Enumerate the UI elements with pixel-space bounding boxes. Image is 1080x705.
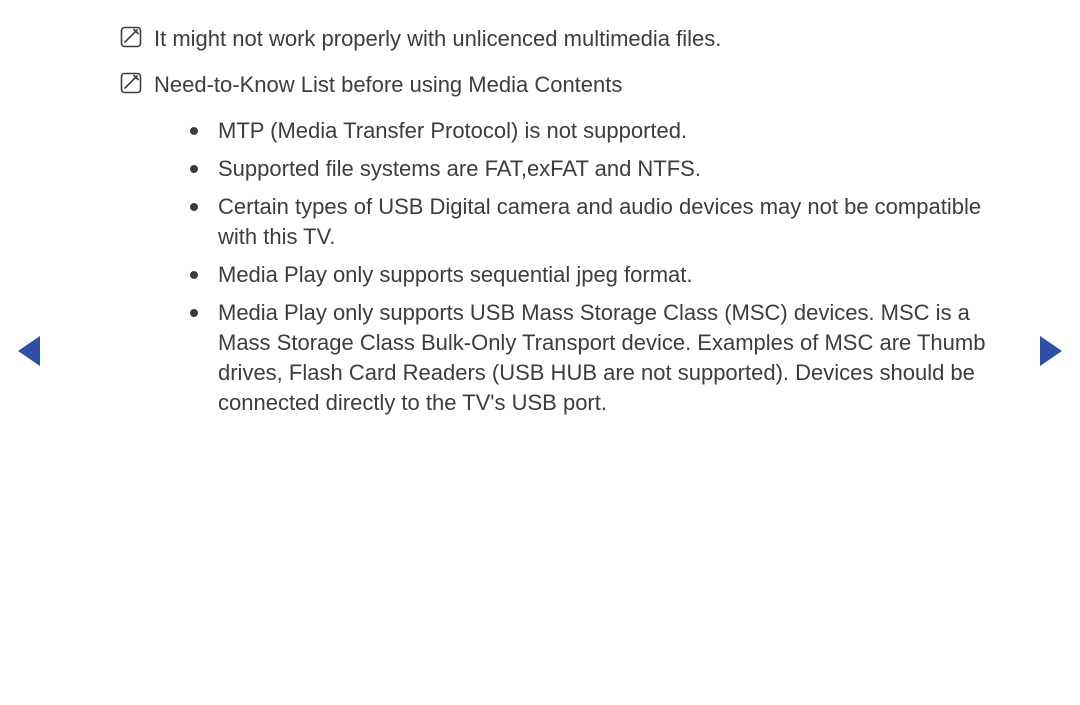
note-text: Need-to-Know List before using Media Con… <box>154 70 622 100</box>
next-page-arrow[interactable] <box>1040 336 1062 366</box>
list-item: Media Play only supports sequential jpeg… <box>190 260 1000 290</box>
note-text: It might not work properly with unlicenc… <box>154 24 721 54</box>
note-row: It might not work properly with unlicenc… <box>120 24 1000 54</box>
note-icon <box>120 26 142 48</box>
list-item: Certain types of USB Digital camera and … <box>190 192 1000 252</box>
note-icon <box>120 72 142 94</box>
prev-page-arrow[interactable] <box>18 336 40 366</box>
manual-page: It might not work properly with unlicenc… <box>0 0 1080 705</box>
page-content: It might not work properly with unlicenc… <box>120 24 1000 426</box>
list-item: Media Play only supports USB Mass Storag… <box>190 298 1000 418</box>
list-item: Supported file systems are FAT,exFAT and… <box>190 154 1000 184</box>
bullet-list: MTP (Media Transfer Protocol) is not sup… <box>190 116 1000 418</box>
list-item: MTP (Media Transfer Protocol) is not sup… <box>190 116 1000 146</box>
note-row: Need-to-Know List before using Media Con… <box>120 70 1000 100</box>
